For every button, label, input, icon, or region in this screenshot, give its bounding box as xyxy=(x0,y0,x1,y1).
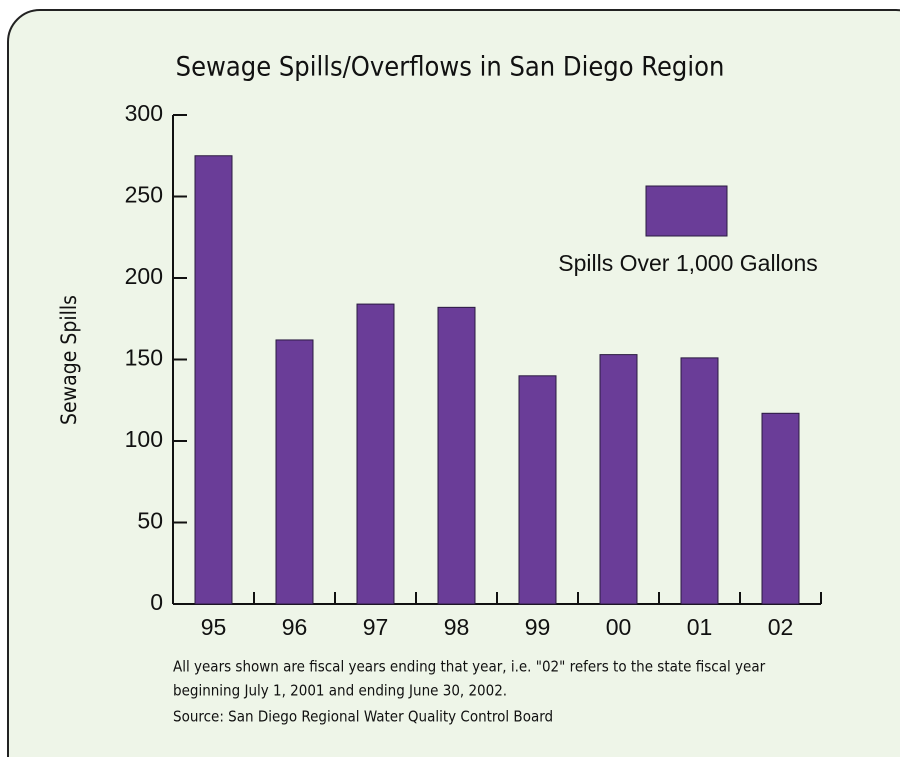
chart-title: Sewage Spills/Overflows in San Diego Reg… xyxy=(176,52,725,83)
x-tick-label: 99 xyxy=(525,614,551,640)
bar xyxy=(194,155,233,605)
bar xyxy=(275,339,314,605)
note: beginning July 1, 2001 and ending June 3… xyxy=(173,682,507,700)
y-tick-label: 300 xyxy=(125,100,163,126)
y-tick-label: 150 xyxy=(125,345,163,371)
y-tick-label: 50 xyxy=(137,508,163,534)
y-axis-label: Sewage Spills xyxy=(57,295,81,425)
x-tick-label: 01 xyxy=(687,614,713,640)
bar xyxy=(356,303,395,605)
y-tick-label: 100 xyxy=(125,426,163,452)
bar xyxy=(680,357,719,605)
y-tick-label: 0 xyxy=(150,589,163,615)
y-tick-label: 200 xyxy=(125,263,163,289)
source: Source: San Diego Regional Water Quality… xyxy=(173,708,553,726)
x-tick-label: 00 xyxy=(606,614,632,640)
legend-label: Spills Over 1,000 Gallons xyxy=(558,250,818,276)
bar xyxy=(437,306,476,605)
x-tick-label: 95 xyxy=(201,614,227,640)
x-tick-label: 96 xyxy=(282,614,308,640)
bar xyxy=(761,412,800,605)
bar xyxy=(518,375,557,605)
x-tick-label: 98 xyxy=(444,614,470,640)
note: All years shown are fiscal years ending … xyxy=(173,658,766,676)
y-tick-label: 250 xyxy=(125,182,163,208)
x-tick-label: 97 xyxy=(363,614,389,640)
bar xyxy=(599,354,638,605)
x-tick-label: 02 xyxy=(768,614,794,640)
legend-swatch xyxy=(645,185,728,237)
